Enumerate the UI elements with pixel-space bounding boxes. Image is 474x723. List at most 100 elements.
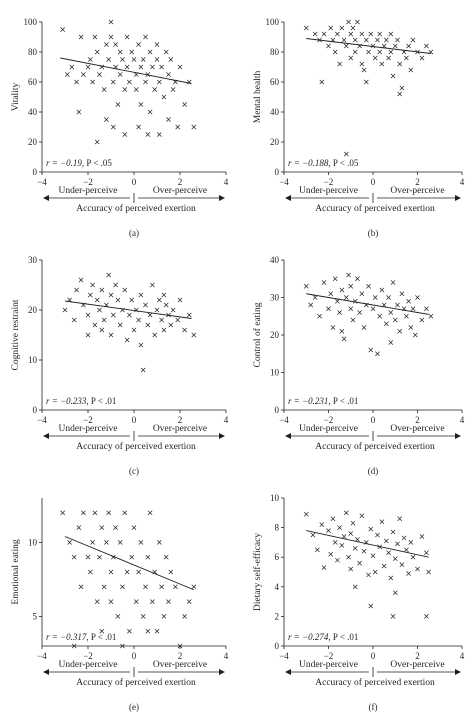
- data-point: [170, 307, 176, 313]
- data-point: [99, 287, 105, 293]
- data-point: [335, 557, 340, 563]
- under-perceive-label: Under-perceive: [299, 424, 358, 434]
- x-tick-label: −2: [83, 177, 93, 187]
- data-point: [108, 292, 114, 298]
- regression-line: [306, 530, 429, 558]
- data-point: [81, 72, 86, 77]
- y-tick-label: 0: [275, 641, 280, 651]
- data-point: [115, 614, 121, 619]
- data-point: [352, 545, 358, 551]
- data-point: [138, 102, 144, 107]
- data-point: [406, 43, 411, 49]
- data-point: [159, 64, 164, 70]
- data-point: [133, 599, 139, 604]
- data-point: [343, 151, 349, 157]
- y-tick-label: 100: [266, 17, 280, 27]
- data-point: [399, 562, 405, 567]
- panel-label: (e): [129, 702, 139, 712]
- data-point: [350, 25, 356, 31]
- over-perceive-label: Over-perceive: [390, 186, 444, 196]
- correlation-annotation: r = −0.274, P < .01: [288, 632, 358, 642]
- y-tick-label: 8: [275, 523, 280, 533]
- data-point: [377, 313, 383, 319]
- data-point: [386, 55, 391, 61]
- r-value: r = −0.317,: [46, 632, 91, 642]
- data-point: [375, 37, 380, 43]
- data-point: [182, 102, 187, 107]
- correlation-annotation: r = −0.233, P < .01: [46, 396, 116, 406]
- data-point: [67, 540, 72, 545]
- data-point: [101, 87, 107, 92]
- data-point: [120, 57, 125, 62]
- data-point: [370, 43, 376, 49]
- data-point: [326, 528, 331, 533]
- data-point: [406, 571, 411, 576]
- data-point: [341, 37, 347, 43]
- data-point: [337, 310, 342, 315]
- data-point: [321, 31, 327, 37]
- data-point: [69, 64, 75, 70]
- data-point: [138, 64, 144, 70]
- data-point: [370, 306, 376, 312]
- x-tick-label: 2: [178, 177, 183, 187]
- data-point: [106, 57, 112, 62]
- y-tick-label: 30: [270, 293, 280, 303]
- data-point: [361, 548, 367, 554]
- data-point: [303, 283, 309, 289]
- data-point: [90, 79, 95, 85]
- data-point: [310, 532, 316, 538]
- data-point: [348, 55, 354, 61]
- x-tick-label: 2: [415, 177, 420, 187]
- x-tick-label: 0: [371, 415, 376, 425]
- arrow-right-icon: [219, 433, 225, 439]
- data-point: [177, 643, 183, 649]
- data-point: [319, 79, 325, 85]
- data-point: [339, 543, 345, 548]
- data-point: [357, 560, 362, 566]
- data-point: [328, 25, 334, 31]
- data-point: [117, 322, 123, 328]
- data-point: [140, 57, 146, 62]
- data-point: [113, 282, 118, 288]
- y-tick-label: 20: [270, 137, 280, 147]
- data-point: [94, 599, 100, 604]
- y-axis-title: Vitality: [11, 83, 21, 112]
- data-point: [392, 317, 398, 323]
- data-point: [412, 332, 418, 338]
- data-point: [122, 510, 128, 516]
- data-point: [92, 510, 98, 516]
- arrow-right-icon: [455, 433, 461, 439]
- x-tick-label: 2: [178, 651, 183, 661]
- data-point: [159, 584, 164, 590]
- panel-f: 0 2 4 6 8 10 −4 −2 0 2 4 Under-perceive Over-perceiv…: [252, 493, 465, 712]
- y-tick-label: 0: [275, 405, 280, 415]
- data-point: [104, 42, 109, 47]
- data-point: [71, 554, 77, 560]
- data-point: [175, 317, 181, 323]
- data-point: [170, 87, 176, 92]
- data-point: [424, 306, 429, 312]
- data-point: [317, 313, 322, 319]
- data-point: [108, 569, 114, 575]
- y-tick-label: 40: [270, 255, 280, 265]
- x-tick-label: 0: [132, 177, 137, 187]
- arrow-right-icon: [219, 669, 225, 675]
- data-point: [370, 553, 376, 559]
- data-point: [326, 306, 331, 312]
- x-tick-label: −4: [279, 415, 289, 425]
- regression-line: [306, 293, 429, 315]
- data-point: [337, 525, 342, 530]
- data-point: [404, 547, 409, 553]
- data-point: [124, 337, 130, 343]
- data-point: [399, 85, 405, 91]
- data-point: [401, 535, 407, 541]
- data-point: [392, 556, 398, 562]
- x-tick-label: −4: [279, 651, 289, 661]
- data-point: [120, 584, 125, 590]
- data-point: [78, 34, 84, 40]
- data-point: [339, 287, 345, 293]
- data-point: [312, 31, 318, 37]
- data-point: [321, 565, 327, 570]
- data-point: [408, 67, 414, 73]
